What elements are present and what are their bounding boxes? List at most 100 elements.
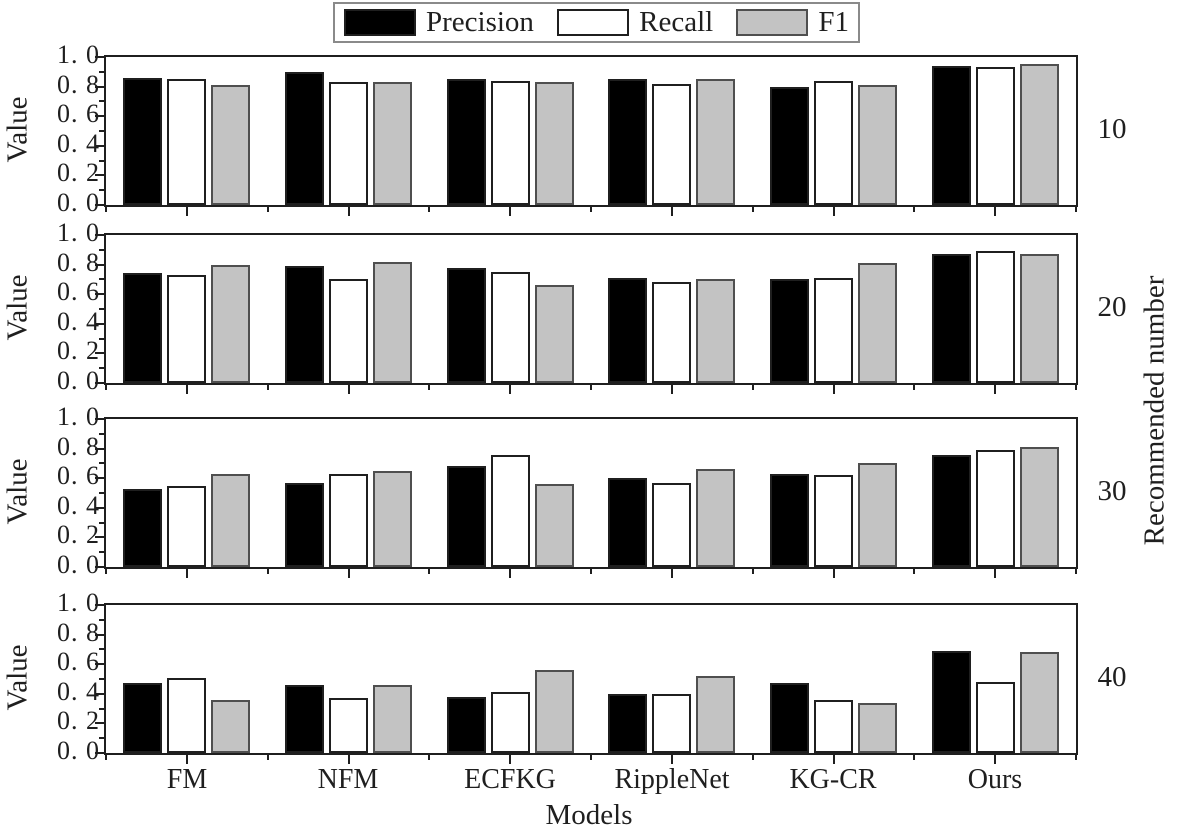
x-major-tick [348,569,350,578]
x-minor-tick [913,569,915,574]
bar-precision-ecfkg [446,79,486,205]
y-tick-label: 0. 0 [57,188,100,217]
bar-f1-fm [211,700,251,753]
x-minor-tick [267,755,269,760]
y-tick-label: 0. 2 [57,158,100,188]
bar-precision-fm [123,489,163,567]
y-major-tick [95,56,104,58]
y-major-tick [95,536,104,538]
x-minor-tick [428,569,430,574]
x-major-tick [671,207,673,216]
x-category-label-kgcr: KG-CR [789,764,877,795]
bar-precision-ours [931,455,971,567]
y-major-tick [95,145,104,147]
y-major-tick [95,604,104,606]
y-minor-tick [99,100,104,102]
x-axis-title: Models [545,799,633,831]
y-tick-label: 0. 8 [57,247,100,277]
right-panel-label-40: 40 [1097,661,1127,693]
x-major-tick [186,569,188,578]
bar-precision-fm [123,683,163,753]
x-minor-tick [105,569,107,574]
bar-precision-nfm [285,72,324,205]
bar-recall-ripplenet [652,282,692,383]
bar-f1-ripplenet [696,469,736,567]
bar-f1-ripplenet [696,279,736,383]
x-minor-tick [590,207,592,212]
x-major-tick [348,207,350,216]
panel-plot-3 [95,417,1078,578]
x-minor-tick [752,385,754,390]
legend-label-recall: Recall [639,6,714,38]
x-category-label-ours: Ours [967,764,1023,795]
bar-f1-ecfkg [534,670,574,753]
bar-precision-nfm [285,685,324,753]
x-major-tick [509,207,511,216]
x-category-label-fm: FM [166,764,208,795]
bar-recall-ecfkg [490,81,530,205]
bar-recall-ecfkg [490,272,530,383]
x-minor-tick [105,385,107,390]
bar-recall-nfm [329,82,368,205]
y-minor-tick [99,249,104,251]
y-minor-tick [99,522,104,524]
x-major-tick [994,207,996,216]
y-minor-tick [99,462,104,464]
bar-precision-ripplenet [608,79,648,205]
x-major-tick [671,569,673,578]
y-major-tick [95,722,104,724]
legend-item-recall: Recall [557,8,713,37]
y-major-tick [95,264,104,266]
bar-f1-ecfkg [534,82,574,205]
x-minor-tick [913,755,915,760]
bar-recall-kg-cr [814,81,853,205]
y-tick-label: 0. 0 [57,550,100,579]
bar-recall-fm [167,678,207,753]
x-major-tick [509,569,511,578]
bar-recall-kg-cr [814,278,853,383]
bar-f1-kg-cr [858,263,897,383]
y-major-tick [95,477,104,479]
x-major-tick [186,755,188,764]
bar-f1-fm [211,265,251,383]
bar-recall-fm [167,486,207,567]
y-major-tick [95,448,104,450]
bar-recall-ecfkg [490,455,530,567]
x-major-tick [833,755,835,764]
y-tick-label: 1. 0 [57,588,100,617]
x-minor-tick [105,755,107,760]
x-major-tick [509,755,511,764]
y-major-tick [95,174,104,176]
x-minor-tick [752,755,754,760]
bar-f1-nfm [373,685,412,753]
y-major-tick [95,234,104,236]
y-tick-label: 0. 4 [57,306,100,336]
y-minor-tick [99,678,104,680]
panel-plot-2 [95,233,1078,394]
x-category-label-ripplenet: RippleNet [614,764,730,795]
x-category-label-ecfkg: ECFKG [464,764,556,795]
bar-precision-ripplenet [608,478,648,567]
bar-f1-ripplenet [696,676,736,753]
legend-swatch-precision [344,9,416,36]
y-tick-label: 1. 0 [57,40,100,69]
y-minor-tick [99,338,104,340]
y-minor-tick [99,278,104,280]
x-minor-tick [590,755,592,760]
y-tick-label: 0. 8 [57,69,100,99]
x-major-tick [994,569,996,578]
bar-f1-ours [1019,447,1059,567]
x-minor-tick [428,755,430,760]
y-major-tick [95,293,104,295]
bar-f1-ours [1019,254,1059,383]
x-minor-tick [428,385,430,390]
y-tick-label: 0. 0 [57,736,100,765]
y-major-tick [95,566,104,568]
x-minor-tick [267,207,269,212]
y-tick-label: 0. 2 [57,520,100,550]
y-tick-label: 0. 8 [57,431,100,461]
right-panel-label-10: 10 [1097,113,1127,145]
y-tick-label: 1. 0 [57,402,100,431]
bar-recall-ours [975,67,1015,205]
y-minor-tick [99,160,104,162]
